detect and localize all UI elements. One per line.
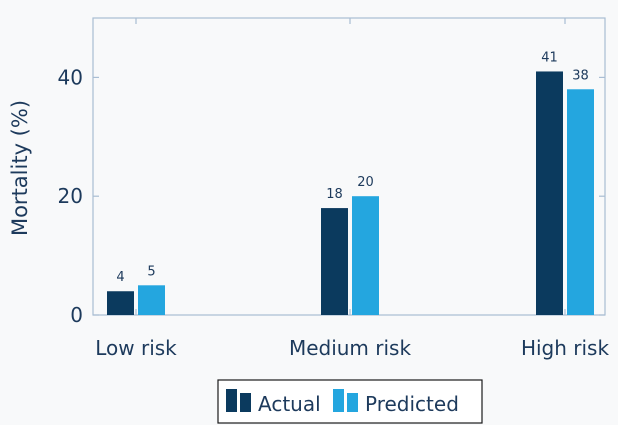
data-label: 20 (357, 175, 374, 190)
legend-label: Predicted (365, 392, 459, 416)
data-label: 5 (147, 264, 155, 279)
data-label: 38 (572, 68, 589, 83)
bar-predicted-2 (567, 89, 594, 315)
legend-swatch (226, 389, 237, 412)
bar-actual-1 (321, 208, 348, 315)
legend: Actual Predicted (217, 379, 483, 424)
bar-actual-0 (107, 291, 134, 315)
x-tick-label: Low risk (95, 336, 177, 360)
x-tick-label: Medium risk (289, 336, 412, 360)
data-label: 41 (541, 50, 558, 65)
bar-predicted-1 (352, 196, 379, 315)
legend-swatch (347, 393, 358, 412)
axes: 0 20 40 Low risk Medium risk High risk (58, 17, 610, 360)
y-axis-title: Mortality (%) (8, 100, 32, 236)
legend-label: Actual (258, 392, 321, 416)
data-labels: 4 18 41 5 20 38 (116, 50, 588, 285)
y-tick-label: 40 (58, 65, 83, 89)
bar-actual-2 (536, 71, 563, 316)
plot-frame (92, 17, 606, 316)
legend-swatch (333, 389, 344, 412)
legend-swatch (240, 393, 251, 412)
x-tick-label: High risk (521, 336, 610, 360)
y-tick-label: 0 (70, 303, 83, 327)
bars (107, 71, 594, 316)
data-label: 4 (116, 270, 124, 285)
y-tick-label: 20 (58, 184, 83, 208)
bar-predicted-0 (138, 285, 165, 315)
data-label: 18 (326, 187, 343, 202)
